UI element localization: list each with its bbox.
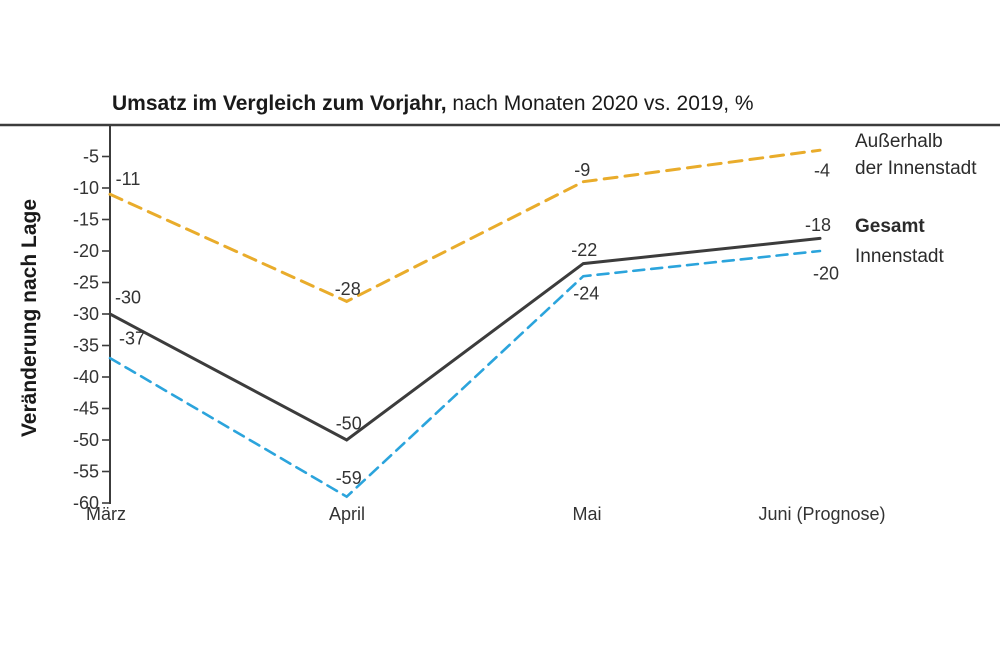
- y-tick-label: -50: [73, 430, 99, 450]
- x-category-label: April: [329, 504, 365, 524]
- legend-label-ausserhalb: Außerhalb der Innenstadt: [855, 131, 977, 179]
- x-category-label: Juni (Prognose): [758, 504, 885, 524]
- chart-title-sub: nach Monaten 2020 vs. 2019, %: [446, 92, 754, 115]
- y-tick-label: -35: [73, 336, 99, 356]
- chart-title-main: Umsatz im Vergleich zum Vorjahr,: [112, 92, 447, 115]
- data-label: -59: [336, 468, 362, 488]
- y-tick-label: -60: [73, 493, 99, 513]
- series-line-ausserhalb: [108, 148, 822, 304]
- legend-label-innenstadt: Innenstadt: [855, 246, 944, 267]
- y-tick-label: -15: [73, 210, 99, 230]
- data-label: -28: [335, 279, 361, 299]
- y-tick-label: -55: [73, 462, 99, 482]
- data-label: -20: [813, 264, 839, 284]
- series-line-innenstadt: [108, 249, 822, 499]
- y-tick-label: -25: [73, 273, 99, 293]
- x-category-label: Mai: [572, 504, 601, 524]
- data-label: -4: [814, 161, 830, 181]
- data-label: -11: [116, 169, 141, 189]
- x-category-label: März: [86, 504, 126, 524]
- data-label: -30: [115, 288, 141, 308]
- y-tick-label: -45: [73, 399, 99, 419]
- y-tick-label: -20: [73, 241, 99, 261]
- y-tick-label: -30: [73, 304, 99, 324]
- data-label: -18: [805, 215, 831, 235]
- legend-label-gesamt: Gesamt: [855, 216, 925, 237]
- series-line-gesamt: [108, 236, 822, 442]
- y-tick-label: -5: [83, 147, 99, 167]
- data-label: -22: [571, 240, 597, 260]
- data-label: -9: [574, 160, 590, 180]
- data-label: -24: [573, 284, 599, 304]
- chart-title: Umsatz im Vergleich zum Vorjahr, nach Mo…: [112, 92, 754, 116]
- y-tick-label: -40: [73, 367, 99, 387]
- data-label: -50: [336, 414, 362, 434]
- y-tick-label: -10: [73, 178, 99, 198]
- data-label: -37: [119, 329, 145, 349]
